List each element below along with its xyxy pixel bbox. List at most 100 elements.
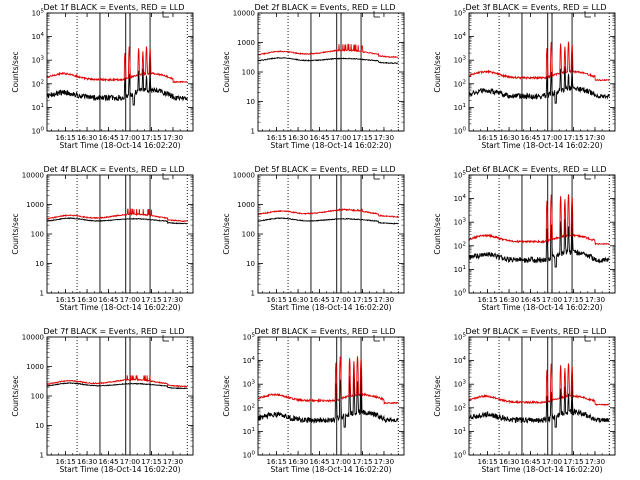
x-axis-label: Start Time (18-Oct-14 16:02:20): [59, 465, 180, 474]
y-tick-label: 100: [31, 393, 44, 401]
x-axis-label: Start Time (18-Oct-14 16:02:20): [59, 303, 180, 312]
x-tick-label: 17:15: [563, 296, 583, 304]
x-tick-label: 17:00: [542, 296, 562, 304]
chart-panel-3: Det 3f BLACK = Events, RED = LLD 16:15 16:…: [433, 3, 616, 150]
y-axis-label: Counts/sec: [11, 213, 20, 254]
x-tick-label: 16:45: [520, 296, 540, 304]
events-series-line: [47, 216, 188, 225]
y-axis-label: Counts/sec: [433, 51, 442, 92]
y-tick-label: 105: [454, 9, 467, 18]
x-tick-label: 16:30: [288, 134, 308, 142]
x-tick-label: 17:00: [120, 296, 140, 304]
lld-series-line: [258, 356, 399, 406]
x-tick-label: 16:15: [267, 134, 287, 142]
chart-title: Det 6f BLACK = Events, RED = LLD: [465, 165, 606, 174]
chart-title: Det 2f BLACK = Events, RED = LLD: [254, 3, 395, 12]
x-tick-label: 16:45: [309, 134, 329, 142]
y-tick-label: 104: [454, 356, 467, 365]
x-tick-label: 16:45: [98, 458, 118, 466]
chart-title: Det 5f BLACK = Events, RED = LLD: [254, 165, 395, 174]
y-tick-label: 102: [454, 241, 466, 250]
x-tick-label: 16:15: [56, 296, 76, 304]
chart-panel-6: Det 6f BLACK = Events, RED = LLD 16:15 16:…: [433, 165, 616, 312]
y-tick-label: 10: [246, 260, 255, 268]
x-tick-label: 17:30: [374, 296, 394, 304]
x-tick-label: 16:15: [267, 296, 287, 304]
y-tick-label: 10000: [233, 172, 255, 180]
x-axis-label: Start Time (18-Oct-14 16:02:20): [59, 141, 180, 150]
y-tick-label: 103: [243, 380, 256, 389]
y-tick-label: 10000: [22, 172, 44, 180]
x-tick-label: 17:30: [163, 134, 183, 142]
events-series-line: [258, 374, 399, 428]
x-tick-label: 17:00: [120, 458, 140, 466]
y-tick-label: 101: [454, 103, 466, 112]
x-axis-label: Start Time (18-Oct-14 16:02:20): [481, 141, 602, 150]
x-tick-label: 16:45: [309, 296, 329, 304]
lld-series-line: [469, 363, 610, 407]
x-tick-label: 17:30: [585, 458, 605, 466]
y-tick-label: 100: [32, 127, 45, 136]
x-axis-label: Start Time (18-Oct-14 16:02:20): [270, 465, 391, 474]
x-tick-label: 16:30: [499, 134, 519, 142]
y-tick-label: 104: [454, 32, 467, 41]
lld-series-line: [469, 41, 610, 82]
x-tick-label: 16:45: [98, 134, 118, 142]
x-tick-label: 17:30: [163, 296, 183, 304]
x-tick-label: 16:45: [98, 296, 118, 304]
chart-title: Det 1f BLACK = Events, RED = LLD: [43, 3, 184, 12]
chart-title: Det 9f BLACK = Events, RED = LLD: [465, 327, 606, 336]
y-tick-label: 103: [454, 218, 467, 227]
lld-series-line: [47, 375, 188, 388]
x-axis-label: Start Time (18-Oct-14 16:02:20): [481, 303, 602, 312]
x-tick-label: 16:30: [77, 296, 97, 304]
y-tick-label: 10: [35, 260, 44, 268]
chart-title: Det 8f BLACK = Events, RED = LLD: [254, 327, 395, 336]
chart-title: Det 7f BLACK = Events, RED = LLD: [43, 327, 184, 336]
chart-title: Det 3f BLACK = Events, RED = LLD: [465, 3, 606, 12]
plot-frame: [46, 336, 194, 456]
y-tick-label: 105: [32, 9, 45, 18]
x-tick-label: 16:15: [478, 134, 498, 142]
x-tick-label: 17:00: [331, 134, 351, 142]
y-tick-label: 100: [243, 451, 256, 460]
x-tick-label: 16:15: [56, 134, 76, 142]
y-tick-label: 105: [243, 333, 256, 342]
x-tick-label: 17:15: [352, 296, 372, 304]
y-tick-label: 1: [40, 452, 44, 460]
y-tick-label: 10: [246, 98, 255, 106]
events-series-line: [469, 386, 610, 428]
plot-frame: [468, 336, 616, 456]
x-tick-label: 16:45: [309, 458, 329, 466]
x-tick-label: 17:00: [331, 458, 351, 466]
x-axis-label: Start Time (18-Oct-14 16:02:20): [481, 465, 602, 474]
x-tick-label: 16:15: [267, 458, 287, 466]
y-axis-label: Counts/sec: [11, 51, 20, 92]
x-tick-label: 16:15: [478, 296, 498, 304]
x-tick-label: 17:30: [585, 296, 605, 304]
y-tick-label: 101: [32, 103, 44, 112]
y-tick-label: 1: [251, 128, 255, 136]
x-tick-label: 17:00: [120, 134, 140, 142]
x-tick-label: 16:30: [77, 134, 97, 142]
y-tick-label: 104: [454, 194, 467, 203]
y-tick-label: 100: [242, 69, 255, 77]
x-tick-label: 17:00: [542, 134, 562, 142]
x-tick-label: 16:30: [77, 458, 97, 466]
x-tick-label: 17:30: [374, 134, 394, 142]
plot-frame: [46, 12, 194, 132]
plot-frame: [257, 174, 405, 294]
y-tick-label: 100: [454, 289, 467, 298]
chart-title: Det 4f BLACK = Events, RED = LLD: [43, 165, 184, 174]
y-tick-label: 10: [35, 422, 44, 430]
x-tick-label: 17:00: [542, 458, 562, 466]
x-tick-label: 17:15: [141, 296, 161, 304]
y-tick-label: 1000: [237, 39, 255, 47]
events-series-line: [47, 382, 188, 390]
plot-frame: [257, 336, 405, 456]
y-axis-label: Counts/sec: [222, 51, 231, 92]
